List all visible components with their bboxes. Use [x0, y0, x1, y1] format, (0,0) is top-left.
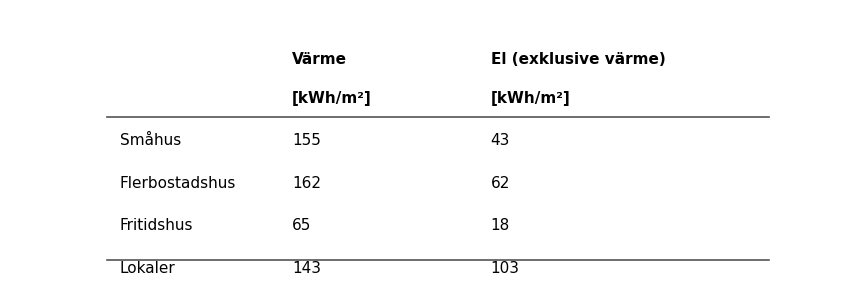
Text: 62: 62: [490, 176, 509, 191]
Text: Fritidshus: Fritidshus: [119, 218, 194, 233]
Text: El (exklusive värme): El (exklusive värme): [490, 52, 664, 67]
Text: [kWh/m²]: [kWh/m²]: [292, 92, 371, 106]
Text: 143: 143: [292, 261, 321, 276]
Text: 65: 65: [292, 218, 311, 233]
Text: Lokaler: Lokaler: [119, 261, 176, 276]
Text: 18: 18: [490, 218, 509, 233]
Text: 103: 103: [490, 261, 519, 276]
Text: 155: 155: [292, 133, 321, 148]
Text: Värme: Värme: [292, 52, 346, 67]
Text: 43: 43: [490, 133, 509, 148]
Text: [kWh/m²]: [kWh/m²]: [490, 92, 570, 106]
Text: Flerbostadshus: Flerbostadshus: [119, 176, 236, 191]
Text: Småhus: Småhus: [119, 133, 181, 148]
Text: 162: 162: [292, 176, 321, 191]
